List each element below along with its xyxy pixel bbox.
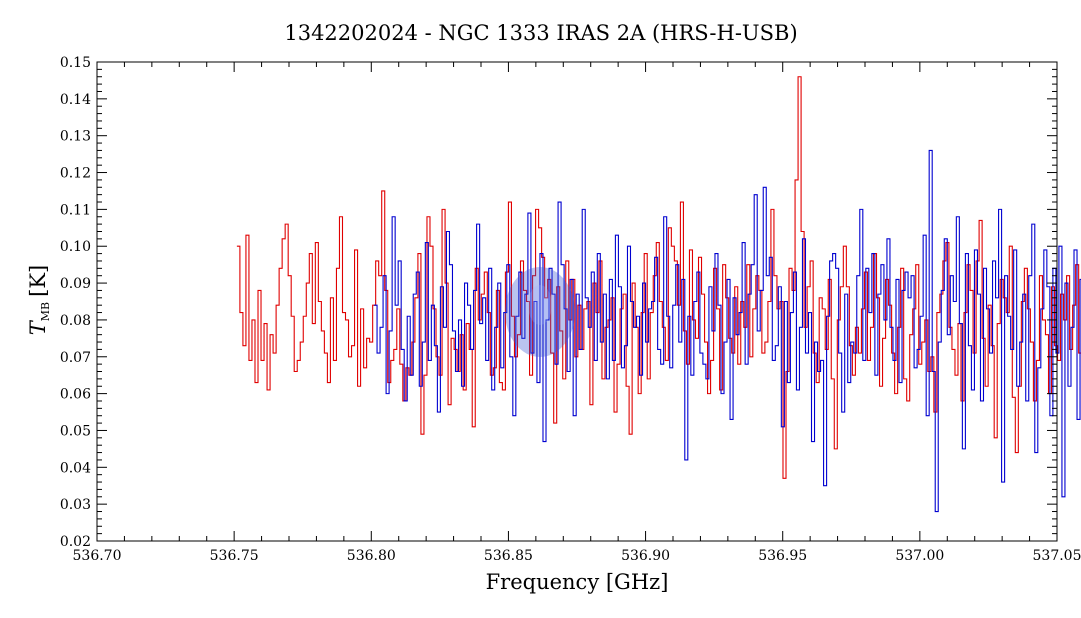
x-tick-label: 536.80 [347, 548, 396, 564]
y-axis-label-unit: [K] [26, 265, 50, 297]
y-tick-label: 0.02 [60, 534, 91, 550]
x-tick-label: 537.05 [1033, 548, 1081, 564]
y-tick-label: 0.03 [60, 497, 91, 513]
y-tick-label: 0.13 [60, 129, 91, 145]
x-axis-label: Frequency [GHz] [486, 570, 669, 594]
svg-text:TMB[K]: TMB [K] [26, 265, 52, 335]
y-axis-label: TMB [K] [26, 265, 52, 335]
x-tick-label: 536.75 [210, 548, 259, 564]
y-tick-label: 0.10 [60, 239, 91, 255]
x-tick-label: 537.00 [895, 548, 944, 564]
y-tick-label: 0.11 [60, 202, 91, 218]
highlight-spot [505, 267, 575, 357]
x-tick-label: 536.95 [758, 548, 807, 564]
highlight-spot-core [528, 285, 552, 325]
y-tick-label: 0.15 [60, 55, 91, 71]
x-tick-label: 536.85 [484, 548, 533, 564]
y-tick-label: 0.14 [60, 92, 91, 108]
y-tick-label: 0.09 [60, 276, 91, 292]
y-tick-label: 0.12 [60, 166, 91, 182]
y-tick-label: 0.08 [60, 313, 91, 329]
y-axis-label-sub: MB [39, 302, 52, 321]
x-axis: 536.70 536.75 536.80 536.85 536.90 536.95 537.… [73, 62, 1081, 564]
x-tick-label: 536.90 [621, 548, 670, 564]
y-tick-label: 0.07 [60, 350, 91, 366]
y-axis-label-main: T [26, 319, 50, 335]
chart-title: 1342202024 - NGC 1333 IRAS 2A (HRS-H-USB… [284, 21, 797, 45]
series-line-1 [236, 76, 1081, 479]
series-line-2 [374, 149, 1081, 513]
y-tick-label: 0.04 [60, 460, 91, 476]
x-tick-label: 536.70 [73, 548, 122, 564]
y-axis: 0.02 0.03 0.04 0.05 0.06 0.07 0.08 0.09 0.10 0.11… [60, 55, 1057, 550]
plot-frame [96, 61, 1058, 542]
series-layer [236, 76, 1081, 513]
y-tick-label: 0.06 [60, 387, 91, 403]
y-tick-label: 0.05 [60, 423, 91, 439]
